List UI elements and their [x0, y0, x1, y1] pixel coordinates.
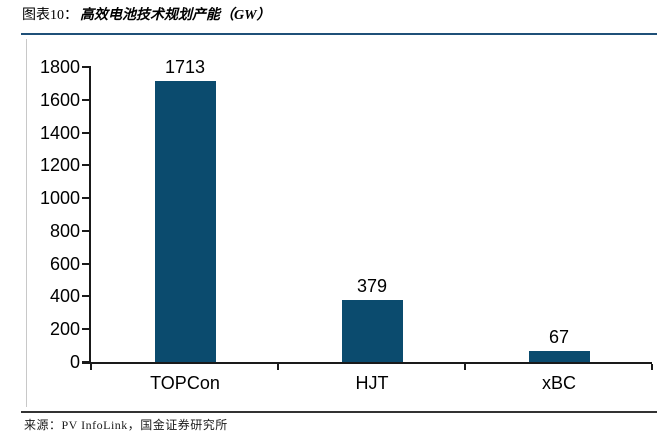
x-axis-tick [277, 364, 279, 370]
x-axis-tick [90, 364, 92, 370]
y-axis-tick-label: 400 [49, 286, 80, 306]
y-axis-tick-label: 600 [49, 254, 80, 274]
y-axis-tick-label: 1200 [39, 155, 80, 175]
x-axis-category-label: xBC [541, 373, 576, 393]
source-note: 来源：PV InfoLink，国金证券研究所 [24, 418, 228, 432]
y-axis-tick-label: 1600 [39, 90, 80, 110]
y-axis-line [89, 66, 91, 364]
figure-title-text: 高效电池技术规划产能（GW） [80, 8, 271, 23]
y-axis-tick-label: 1400 [39, 123, 80, 143]
bar-value-label: 1713 [164, 57, 206, 77]
y-axis-tick [82, 361, 90, 363]
x-axis-tick [464, 364, 466, 370]
x-axis-tick [651, 364, 653, 370]
figure-title: 图表10： 高效电池技术规划产能（GW） [22, 6, 271, 26]
footer-rule [21, 411, 657, 413]
y-axis-tick [82, 164, 90, 166]
y-axis-tick [82, 132, 90, 134]
y-axis-tick [82, 66, 90, 68]
bar-value-label: 379 [356, 276, 388, 296]
header-rule [21, 33, 657, 35]
y-axis-tick-label: 800 [49, 221, 80, 241]
y-axis-tick [82, 263, 90, 265]
y-axis-tick-label: 200 [49, 319, 80, 339]
figure-label: 图表10： [22, 8, 78, 23]
y-axis-tick [82, 197, 90, 199]
y-axis-tick [82, 328, 90, 330]
y-axis-tick [82, 295, 90, 297]
left-border-rule [26, 39, 27, 407]
bar-value-label: 67 [548, 327, 570, 347]
bar-HJT [342, 300, 403, 362]
bar-TOPCon [155, 81, 216, 362]
x-axis-line [82, 362, 652, 364]
y-axis-tick [82, 99, 90, 101]
y-axis-tick-label: 0 [69, 352, 80, 372]
bar-xBC [529, 351, 590, 362]
x-axis-category-label: HJT [355, 373, 389, 393]
y-axis-tick-label: 1000 [39, 188, 80, 208]
y-axis-tick [82, 230, 90, 232]
y-axis-tick-label: 1800 [39, 57, 80, 77]
x-axis-category-label: TOPCon [150, 373, 220, 393]
